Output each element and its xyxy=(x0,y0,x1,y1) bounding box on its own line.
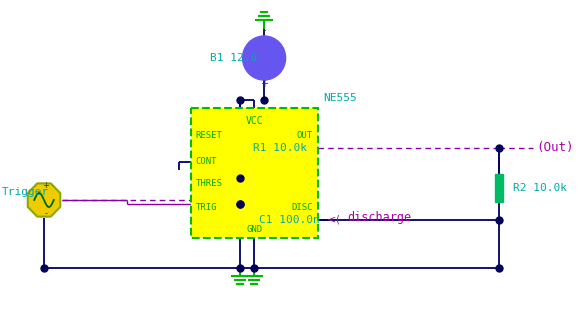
Text: -: - xyxy=(262,25,266,35)
Text: (Out): (Out) xyxy=(536,141,574,154)
Text: discharge: discharge xyxy=(347,211,411,224)
Text: GND: GND xyxy=(246,225,262,234)
Text: OUT: OUT xyxy=(297,131,313,140)
Bar xyxy=(191,108,318,238)
Text: +: + xyxy=(42,181,49,191)
Bar xyxy=(495,174,503,202)
Polygon shape xyxy=(28,184,60,217)
Text: TRIG: TRIG xyxy=(195,203,217,212)
Text: RESET: RESET xyxy=(195,131,223,140)
Text: B1 12.0: B1 12.0 xyxy=(211,53,258,63)
Text: <(: <( xyxy=(328,215,340,225)
Circle shape xyxy=(242,36,285,80)
Text: VCC: VCC xyxy=(245,116,263,126)
Text: -: - xyxy=(45,210,48,219)
Text: NE555: NE555 xyxy=(323,93,357,103)
Text: THRES: THRES xyxy=(195,179,223,188)
Text: R2 10.0k: R2 10.0k xyxy=(513,183,567,193)
Text: DISC: DISC xyxy=(292,203,313,212)
Bar xyxy=(235,134,244,162)
Text: C1 100.0n: C1 100.0n xyxy=(259,215,320,225)
Text: Trigger: Trigger xyxy=(2,187,49,197)
Text: CONT: CONT xyxy=(195,157,217,166)
Text: R1 10.0k: R1 10.0k xyxy=(253,143,307,153)
Text: +: + xyxy=(260,79,268,89)
